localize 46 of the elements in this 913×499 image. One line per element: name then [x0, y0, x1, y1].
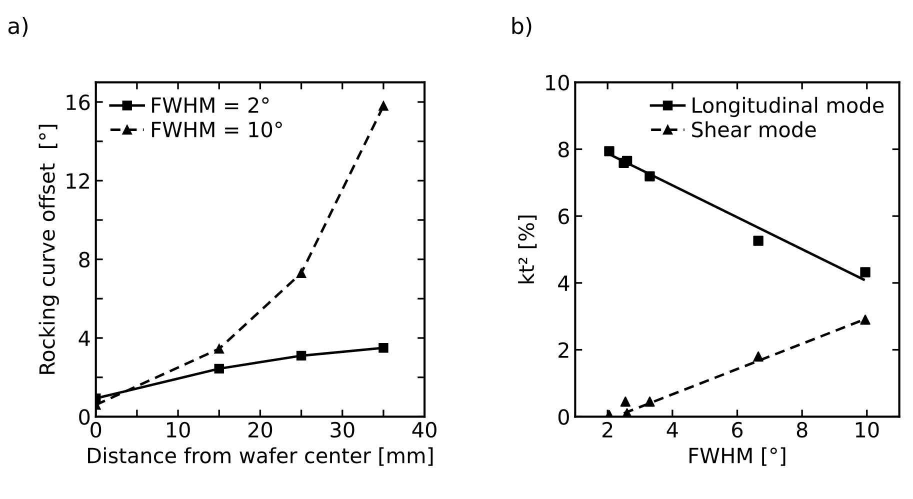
chart-title: b)	[512, 16, 532, 37]
legend-label: FWHM = 2°	[152, 97, 269, 113]
x-tick-label: 2	[602, 422, 612, 438]
point	[622, 156, 632, 166]
y-axis-title: kt² [%]	[518, 216, 537, 284]
x-tick-label: 20	[248, 422, 272, 438]
legend-label: Longitudinal mode	[692, 96, 884, 118]
y-tick-label: 4	[78, 330, 90, 346]
x-tick-label: 10	[167, 422, 190, 438]
x-axis-title: Distance from wafer center [mm]	[88, 447, 433, 466]
y-axis-title: Rocking curve offset [°]	[38, 124, 59, 374]
x-axis-title: FWHM [°]	[690, 447, 786, 466]
point	[860, 267, 870, 278]
point	[214, 344, 224, 354]
x-tick-label: 0	[90, 422, 102, 438]
x-tick-label: 4	[666, 422, 678, 438]
chart-title: a)	[8, 17, 28, 37]
y-tick-label: 12	[66, 173, 89, 189]
point	[378, 101, 388, 111]
point	[620, 396, 631, 407]
point	[604, 146, 614, 156]
point	[644, 171, 655, 182]
y-tick-label: 16	[66, 94, 90, 110]
point	[753, 236, 764, 246]
y-tick-label: 0	[558, 409, 569, 425]
x-tick-label: 8	[796, 422, 808, 438]
y-tick-label: 2	[558, 342, 568, 358]
x-tick-label: 30	[330, 422, 354, 438]
x-tick-label: 10	[856, 422, 879, 438]
point	[296, 268, 306, 278]
y-tick-label: 10	[546, 74, 569, 91]
point	[214, 364, 224, 374]
x-tick-label: 40	[412, 422, 436, 438]
legend-label: FWHM = 10°	[152, 122, 282, 138]
x-tick-label: 6	[732, 422, 743, 438]
y-tick-label: 6	[558, 208, 570, 224]
point	[753, 351, 764, 362]
legend-label: Shear mode	[692, 121, 816, 138]
y-tick-label: 8	[79, 252, 90, 268]
y-tick-label: 0	[79, 409, 90, 425]
point	[644, 396, 655, 407]
point	[860, 314, 870, 325]
y-tick-label: 8	[558, 142, 569, 158]
point	[296, 350, 306, 361]
point	[378, 342, 388, 353]
y-tick-label: 4	[558, 276, 570, 291]
